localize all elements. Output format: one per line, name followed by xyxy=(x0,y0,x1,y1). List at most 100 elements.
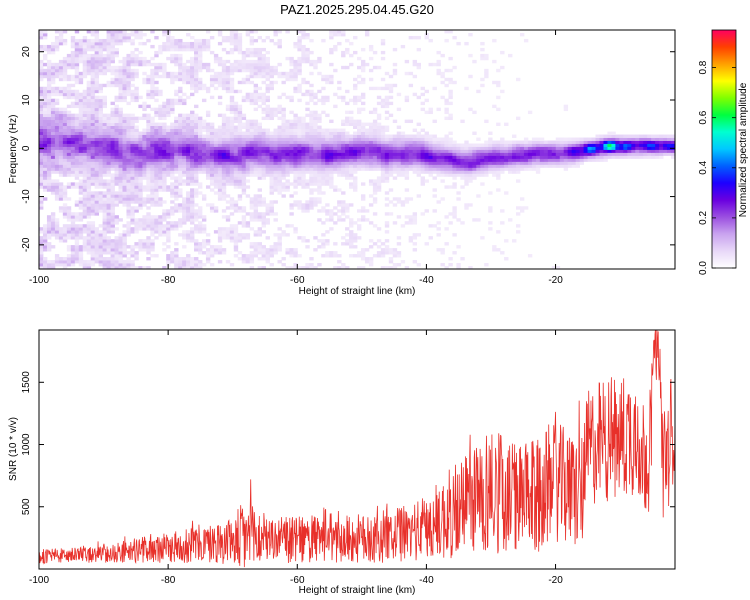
heatmap-cell xyxy=(213,152,219,156)
heatmap-cell xyxy=(102,83,107,88)
heatmap-cell xyxy=(603,140,608,144)
heatmap-cell xyxy=(265,173,270,177)
heatmap-cell xyxy=(297,149,302,153)
heatmap-cell xyxy=(249,155,255,159)
heatmap-cell xyxy=(114,266,119,269)
heatmap-cell xyxy=(456,263,461,267)
heatmap-cell xyxy=(198,119,203,124)
heatmap-cell xyxy=(122,89,127,94)
heatmap-cell xyxy=(281,233,286,237)
heatmap-cell xyxy=(102,170,107,174)
heatmap-cell xyxy=(233,254,239,258)
heatmap-cell xyxy=(198,170,203,174)
heatmap-cell xyxy=(110,155,115,159)
heatmap-cell xyxy=(186,161,191,165)
heatmap-cell xyxy=(114,146,119,150)
heatmap-cell xyxy=(357,164,362,168)
heatmap-cell xyxy=(50,89,56,94)
heatmap-cell xyxy=(496,83,501,88)
heatmap-cell xyxy=(146,170,151,174)
heatmap-cell xyxy=(516,224,521,228)
heatmap-cell xyxy=(249,101,255,106)
heatmap-cell xyxy=(360,164,366,168)
heatmap-cell xyxy=(158,173,163,177)
heatmap-cell xyxy=(229,239,235,243)
heatmap-cell xyxy=(257,248,263,252)
heatmap-cell xyxy=(50,161,56,165)
heatmap-cell xyxy=(150,71,155,76)
heatmap-cell xyxy=(122,158,127,162)
heatmap-cell xyxy=(249,131,255,135)
heatmap-cell xyxy=(504,143,509,147)
heatmap-cell xyxy=(94,86,100,91)
heatmap-cell xyxy=(130,251,135,255)
heatmap-cell xyxy=(182,131,187,135)
heatmap-cell xyxy=(313,122,318,126)
heatmap-cell xyxy=(229,179,235,183)
heatmap-cell xyxy=(595,134,600,138)
heatmap-cell xyxy=(424,146,429,150)
heatmap-cell xyxy=(138,167,143,171)
heatmap-cell xyxy=(134,221,139,225)
heatmap-cell xyxy=(527,167,533,171)
heatmap-cell xyxy=(531,155,537,159)
heatmap-cell xyxy=(118,200,123,204)
heatmap-cell xyxy=(261,197,266,201)
heatmap-cell xyxy=(130,137,135,141)
heatmap-cell xyxy=(186,113,191,118)
heatmap-cell xyxy=(285,170,290,174)
heatmap-cell xyxy=(154,182,159,186)
heatmap-cell xyxy=(512,239,517,243)
heatmap-cell xyxy=(46,107,52,112)
heatmap-cell xyxy=(130,230,135,234)
heatmap-cell xyxy=(106,122,111,126)
heatmap-cell xyxy=(94,203,100,207)
heatmap-cell xyxy=(162,107,167,112)
heatmap-cell xyxy=(54,107,60,112)
heatmap-cell xyxy=(198,134,203,138)
heatmap-cell xyxy=(70,65,76,70)
heatmap-cell xyxy=(321,95,326,100)
heatmap-cell xyxy=(154,185,159,189)
heatmap-cell xyxy=(90,119,96,124)
heatmap-cell xyxy=(368,77,374,82)
heatmap-cell xyxy=(90,86,96,91)
heatmap-cell xyxy=(130,140,135,144)
heatmap-cell xyxy=(392,68,398,73)
heatmap-cell xyxy=(138,170,143,174)
heatmap-cell xyxy=(504,122,509,126)
heatmap-cell xyxy=(170,176,175,180)
heatmap-cell xyxy=(154,215,159,219)
heatmap-cell xyxy=(225,161,231,165)
heatmap-cell xyxy=(58,161,64,165)
heatmap-cell xyxy=(261,245,266,249)
heatmap-cell xyxy=(50,152,56,156)
heatmap-cell xyxy=(66,167,72,171)
heatmap-cell xyxy=(508,155,513,159)
heatmap-cell xyxy=(281,167,286,171)
heatmap-cell xyxy=(380,104,386,109)
heatmap-cell xyxy=(146,125,151,129)
heatmap-cell xyxy=(289,74,294,79)
heatmap-cell xyxy=(261,203,266,207)
heatmap-cell xyxy=(448,89,453,94)
heatmap-cell xyxy=(122,266,127,269)
heatmap-cell xyxy=(241,170,247,174)
heatmap-cell xyxy=(182,236,187,240)
heatmap-cell xyxy=(74,152,80,156)
heatmap-cell xyxy=(432,152,437,156)
heatmap-cell xyxy=(265,59,270,64)
heatmap-cell xyxy=(94,98,100,103)
heatmap-cell xyxy=(126,251,131,255)
heatmap-cell xyxy=(345,239,350,243)
heatmap-cell xyxy=(150,56,155,61)
heatmap-cell xyxy=(134,176,139,180)
heatmap-cell xyxy=(66,86,72,91)
heatmap-cell xyxy=(523,161,529,165)
heatmap-cell xyxy=(150,158,155,162)
heatmap-cell xyxy=(293,62,298,67)
heatmap-cell xyxy=(66,116,72,121)
heatmap-cell xyxy=(190,170,195,174)
heatmap-cell xyxy=(86,98,92,103)
heatmap-cell xyxy=(221,149,227,153)
